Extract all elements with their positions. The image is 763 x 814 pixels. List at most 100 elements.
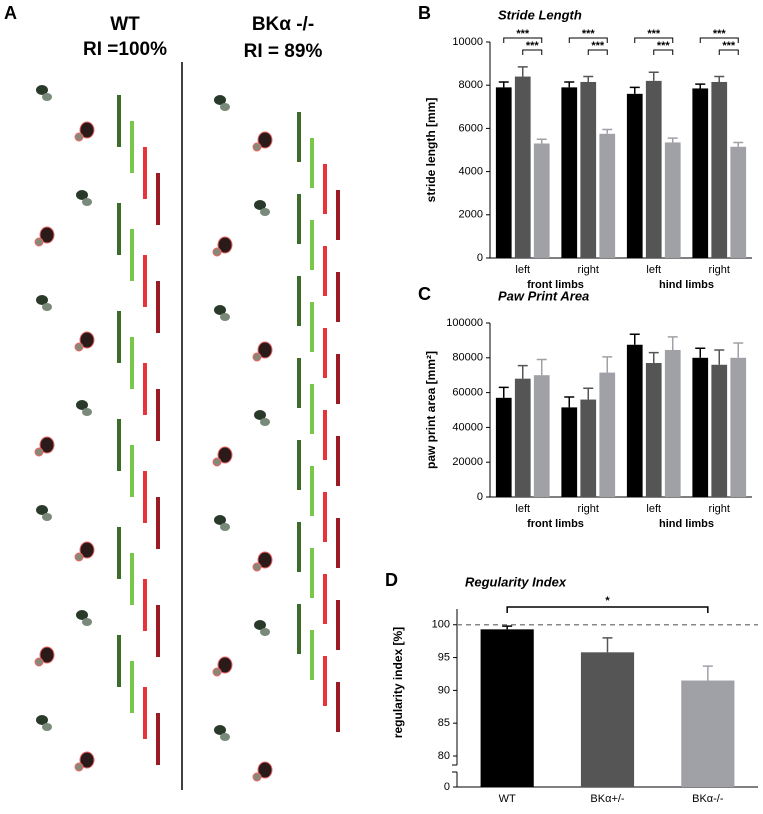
error-bar (714, 349, 725, 365)
paw-print (257, 761, 273, 779)
step-bar (310, 302, 314, 352)
wt-title: WT (110, 14, 140, 35)
paw-print (252, 562, 262, 572)
chart-title: Stride Length (498, 7, 582, 22)
bar (645, 80, 662, 258)
y-tick-label: 60000 (452, 387, 483, 399)
paw-print (260, 208, 270, 216)
y-tick-label: 0 (444, 781, 450, 793)
error-bar (667, 137, 678, 143)
bar (514, 76, 531, 258)
error-bar (733, 141, 744, 147)
step-bar (117, 203, 121, 255)
step-bar (156, 389, 160, 441)
bar (681, 680, 735, 787)
y-tick-label: 100 (432, 619, 450, 631)
x-tick-label: right (709, 503, 730, 515)
significance-bracket (653, 49, 674, 55)
step-bar (336, 272, 340, 322)
bar (561, 87, 578, 258)
paw-print (74, 132, 84, 142)
step-bar (117, 419, 121, 471)
error-bar (714, 75, 725, 82)
bar (495, 87, 512, 258)
bar (580, 81, 597, 259)
bar (599, 372, 616, 497)
paw-print (74, 552, 84, 562)
chart-title: Regularity Index (465, 574, 567, 589)
y-tick-label: 0 (477, 252, 483, 264)
y-tick-label: 85 (438, 717, 450, 729)
paw-print (42, 723, 52, 731)
paw-print (220, 733, 230, 741)
step-bar (156, 281, 160, 333)
paw-print (79, 751, 95, 769)
x-tick-label: left (515, 264, 530, 276)
error-bar (536, 138, 547, 144)
paw-print (260, 418, 270, 426)
bar (664, 349, 681, 497)
group-label: hind limbs (659, 279, 714, 291)
wt-ri: RI =100% (83, 39, 167, 60)
error-bar (502, 625, 513, 630)
step-bar (156, 497, 160, 549)
y-axis-label: paw print area [mm²] (424, 351, 438, 469)
paw-print (220, 103, 230, 111)
paw-print (39, 646, 55, 664)
error-bar (517, 364, 528, 379)
step-bar (156, 605, 160, 657)
bar (692, 88, 709, 258)
bar (664, 142, 681, 258)
step-bar (117, 527, 121, 579)
group-label: hind limbs (659, 518, 714, 530)
step-bar (130, 121, 134, 173)
panel-letter: C (418, 284, 431, 304)
paw-print (36, 715, 48, 725)
x-tick-label: right (578, 503, 599, 515)
error-bar (517, 66, 528, 77)
paw-print (212, 247, 222, 257)
step-bar (310, 220, 314, 270)
step-bar (336, 518, 340, 568)
paw-print (36, 505, 48, 515)
paw-print (254, 200, 266, 210)
paw-print (76, 400, 88, 410)
y-tick-label: 10000 (452, 36, 483, 48)
error-bar (602, 128, 613, 134)
significance: *** (516, 28, 530, 40)
bar (626, 93, 643, 258)
step-bar (323, 656, 327, 706)
x-tick-label: right (709, 264, 730, 276)
paw-print (254, 620, 266, 630)
x-tick-label: right (578, 264, 599, 276)
bar (626, 344, 643, 497)
paw-print (252, 772, 262, 782)
error-bar (564, 396, 575, 408)
panel-letter: B (418, 3, 431, 23)
significance: *** (657, 40, 671, 52)
paw-print (76, 610, 88, 620)
x-tick-label: BKα+/- (590, 793, 625, 805)
significance: *** (526, 40, 540, 52)
paw-print (252, 352, 262, 362)
step-bar (297, 194, 301, 244)
bar (730, 146, 747, 258)
significance-bracket (503, 37, 543, 43)
paw-print (36, 295, 48, 305)
step-bar (310, 548, 314, 598)
step-bar (130, 229, 134, 281)
paw-print (79, 541, 95, 559)
step-bar (130, 445, 134, 497)
significance-bracket (699, 37, 739, 43)
paw-print (252, 142, 262, 152)
step-bar (336, 436, 340, 486)
paw-print (217, 656, 233, 674)
y-tick-label: 40000 (452, 421, 483, 433)
error-bar (564, 81, 575, 88)
significance: *** (713, 28, 727, 40)
step-bar (156, 173, 160, 225)
step-bar (310, 384, 314, 434)
bar (645, 363, 662, 497)
axis-break (452, 764, 457, 773)
